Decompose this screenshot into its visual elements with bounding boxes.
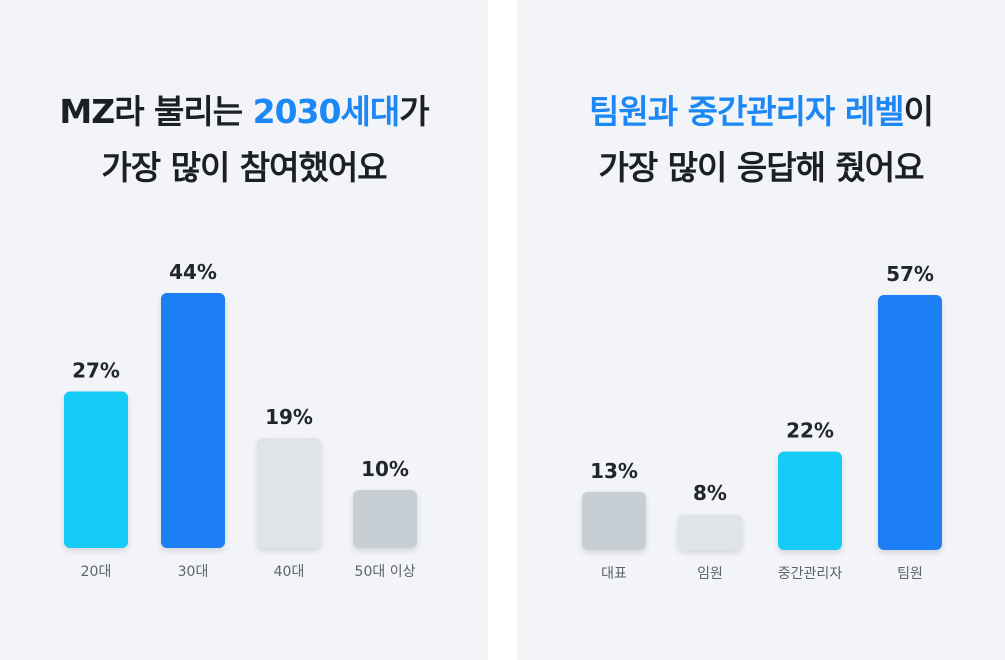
category-label: 50대 이상: [355, 564, 416, 580]
bar-3: [778, 451, 842, 550]
category-label: 팀원: [897, 566, 923, 582]
bar-1: [64, 391, 128, 548]
bar-value-label: 8%: [693, 481, 727, 505]
bar-1: [582, 491, 646, 550]
title-part-3: 가: [399, 92, 429, 131]
bar-4: [878, 295, 942, 550]
category-label: 대표: [601, 566, 627, 582]
bar-value-label: 13%: [590, 459, 638, 483]
bar-chart-age: 27% 20대 44% 30대 19% 40대 10% 50대 이상: [64, 260, 417, 580]
title-line-1: MZ라 불리는 2030세대가: [0, 84, 488, 140]
chart-panel-position: 팀원과 중간관리자 레벨이 가장 많이 응답해 줬어요 13% 대표 8% 임원 22%…: [517, 0, 1005, 660]
title-highlight: 팀원과 중간관리자 레벨: [589, 92, 905, 131]
title-part-2: 이: [903, 92, 934, 131]
bar-4: [353, 490, 417, 548]
category-label: 임원: [697, 566, 723, 582]
title-line-2: 가장 많이 참여했어요: [101, 148, 387, 187]
bar-value-label: 57%: [886, 262, 934, 286]
title-highlight: 2030세대: [252, 92, 401, 131]
title-line-1: 팀원과 중간관리자 레벨이: [517, 84, 1005, 140]
bar-2: [678, 514, 742, 550]
chart-panel-age: MZ라 불리는 2030세대가 가장 많이 참여했어요 27% 20대 44% 30대…: [0, 0, 488, 660]
chart-title-age: MZ라 불리는 2030세대가 가장 많이 참여했어요: [0, 84, 488, 196]
title-line-2: 가장 많이 응답해 줬어요: [598, 148, 924, 187]
category-label: 중간관리자: [778, 566, 843, 582]
bar-chart-position: 13% 대표 8% 임원 22% 중간관리자 57% 팀원: [582, 262, 942, 582]
bar-2: [161, 293, 225, 548]
category-label: 40대: [274, 564, 305, 580]
chart-title-position: 팀원과 중간관리자 레벨이 가장 많이 응답해 줬어요: [517, 84, 1005, 196]
title-part-1: MZ라 불리는: [59, 92, 253, 131]
bar-value-label: 44%: [169, 260, 217, 284]
bar-value-label: 19%: [265, 405, 313, 429]
category-label: 30대: [178, 564, 209, 580]
bar-value-label: 27%: [72, 359, 120, 383]
category-label: 20대: [81, 564, 112, 580]
bar-value-label: 22%: [786, 419, 834, 443]
bar-3: [257, 437, 321, 548]
bar-value-label: 10%: [361, 457, 409, 481]
